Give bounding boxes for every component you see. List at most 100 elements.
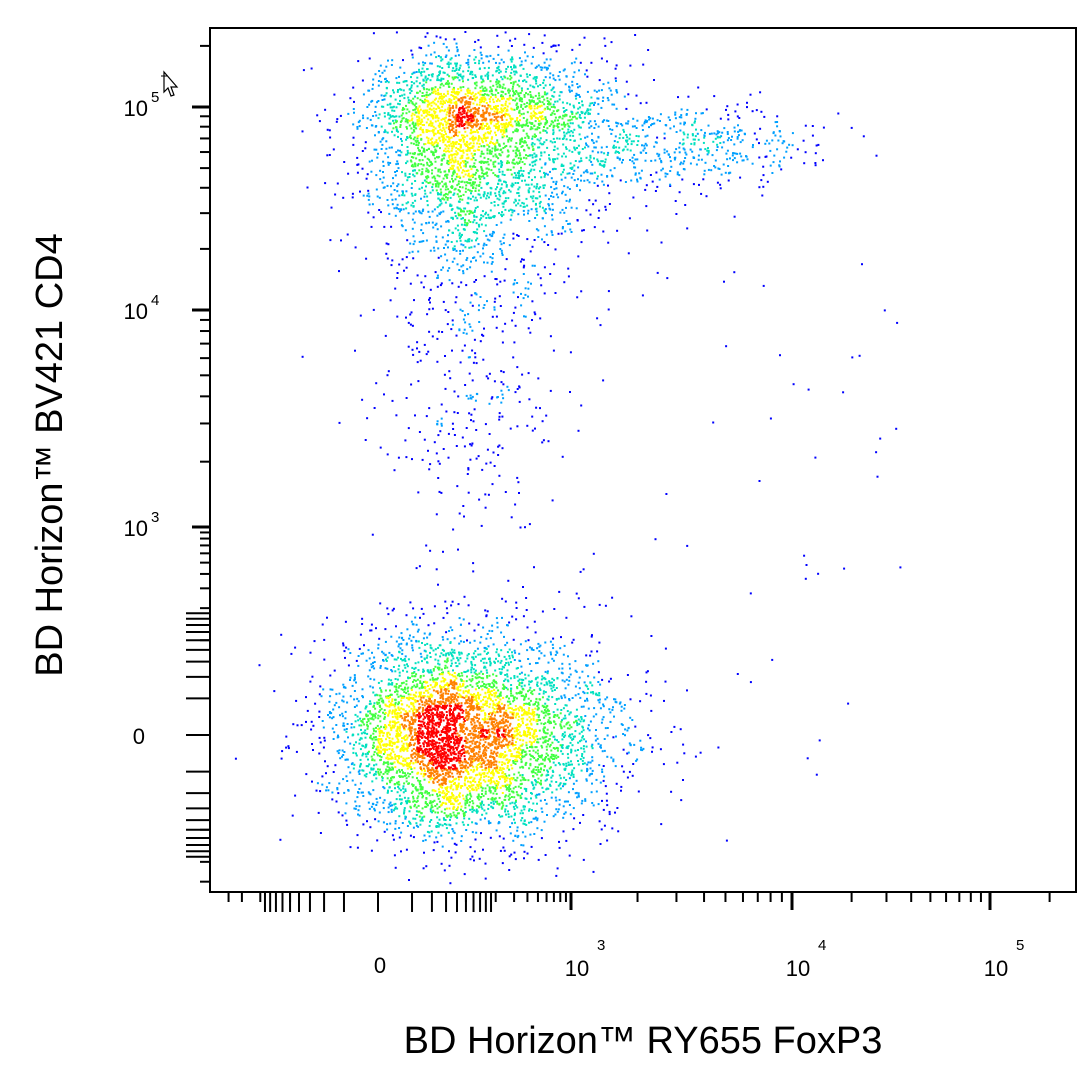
data-point: [632, 162, 635, 165]
data-point: [458, 237, 461, 240]
data-point: [466, 201, 469, 204]
data-point: [451, 76, 454, 79]
data-point: [542, 95, 545, 98]
data-point: [422, 612, 425, 615]
data-point: [425, 177, 428, 180]
data-point: [550, 732, 553, 735]
data-point: [544, 163, 547, 166]
data-point: [514, 80, 517, 83]
data-point: [422, 232, 425, 235]
data-point: [567, 800, 569, 803]
data-point: [521, 812, 524, 815]
data-point: [514, 70, 517, 73]
data-point: [579, 126, 582, 129]
data-point: [457, 603, 460, 606]
data-point: [550, 749, 553, 752]
data-point: [361, 617, 364, 620]
data-point: [499, 672, 502, 674]
data-point: [331, 727, 334, 730]
data-point: [423, 851, 425, 854]
data-point: [416, 91, 418, 94]
data-point: [398, 81, 401, 84]
data-point: [446, 638, 449, 641]
data-point: [593, 707, 596, 710]
data-point: [582, 229, 585, 232]
data-point: [435, 240, 438, 243]
data-point: [593, 226, 596, 229]
data-point: [437, 170, 440, 173]
data-point: [514, 391, 517, 394]
data-point: [578, 723, 581, 726]
data-point: [379, 796, 382, 799]
data-point: [699, 148, 702, 151]
data-point: [459, 75, 462, 78]
data-point: [437, 460, 440, 463]
data-point: [466, 657, 469, 660]
data-point: [526, 55, 529, 58]
data-point: [736, 152, 739, 155]
data-point: [435, 185, 437, 188]
data-point: [579, 821, 581, 824]
data-point: [617, 122, 620, 125]
data-point: [375, 770, 377, 773]
data-point: [733, 143, 736, 146]
data-point: [520, 760, 523, 763]
data-point: [445, 196, 447, 199]
data-point: [370, 805, 373, 808]
data-point: [557, 784, 560, 787]
data-point: [553, 91, 556, 94]
data-point: [611, 128, 614, 131]
data-point: [530, 168, 533, 171]
data-point: [782, 140, 785, 143]
data-point: [428, 298, 430, 301]
data-point: [521, 774, 524, 776]
data-point: [335, 724, 338, 726]
data-point: [505, 813, 507, 816]
data-point: [538, 202, 541, 205]
data-point: [458, 617, 461, 620]
data-point: [534, 810, 537, 813]
data-point: [376, 195, 379, 198]
data-point: [419, 675, 422, 677]
data-point: [462, 75, 465, 78]
data-point: [354, 713, 357, 716]
data-point: [574, 792, 577, 795]
data-point: [431, 186, 434, 189]
data-point: [515, 174, 518, 177]
data-point: [533, 143, 536, 146]
data-point: [527, 639, 530, 642]
data-point: [415, 141, 418, 144]
data-point: [346, 723, 349, 725]
data-point: [551, 141, 554, 144]
data-point: [629, 716, 632, 719]
data-point: [294, 794, 297, 797]
data-point: [446, 73, 449, 76]
data-point: [618, 146, 621, 149]
data-point: [541, 696, 544, 699]
data-point: [405, 104, 407, 107]
data-point: [431, 811, 434, 814]
data-point: [421, 458, 424, 461]
data-point: [518, 652, 521, 655]
data-point: [387, 683, 390, 686]
data-point: [552, 735, 555, 738]
data-point: [399, 124, 402, 126]
data-point: [542, 677, 545, 680]
data-point: [588, 159, 591, 162]
data-point: [578, 106, 581, 109]
data-point: [697, 86, 700, 89]
data-point: [347, 789, 350, 792]
data-point: [521, 792, 523, 795]
data-point: [513, 773, 516, 776]
data-point: [508, 244, 511, 247]
data-point: [522, 297, 525, 300]
data-point: [544, 736, 547, 739]
data-point: [623, 130, 625, 133]
data-point: [441, 67, 444, 69]
data-point: [412, 97, 415, 100]
data-point: [475, 810, 478, 813]
data-point: [353, 111, 355, 114]
data-point: [347, 648, 350, 651]
data-point: [624, 145, 627, 148]
data-point: [520, 63, 523, 66]
